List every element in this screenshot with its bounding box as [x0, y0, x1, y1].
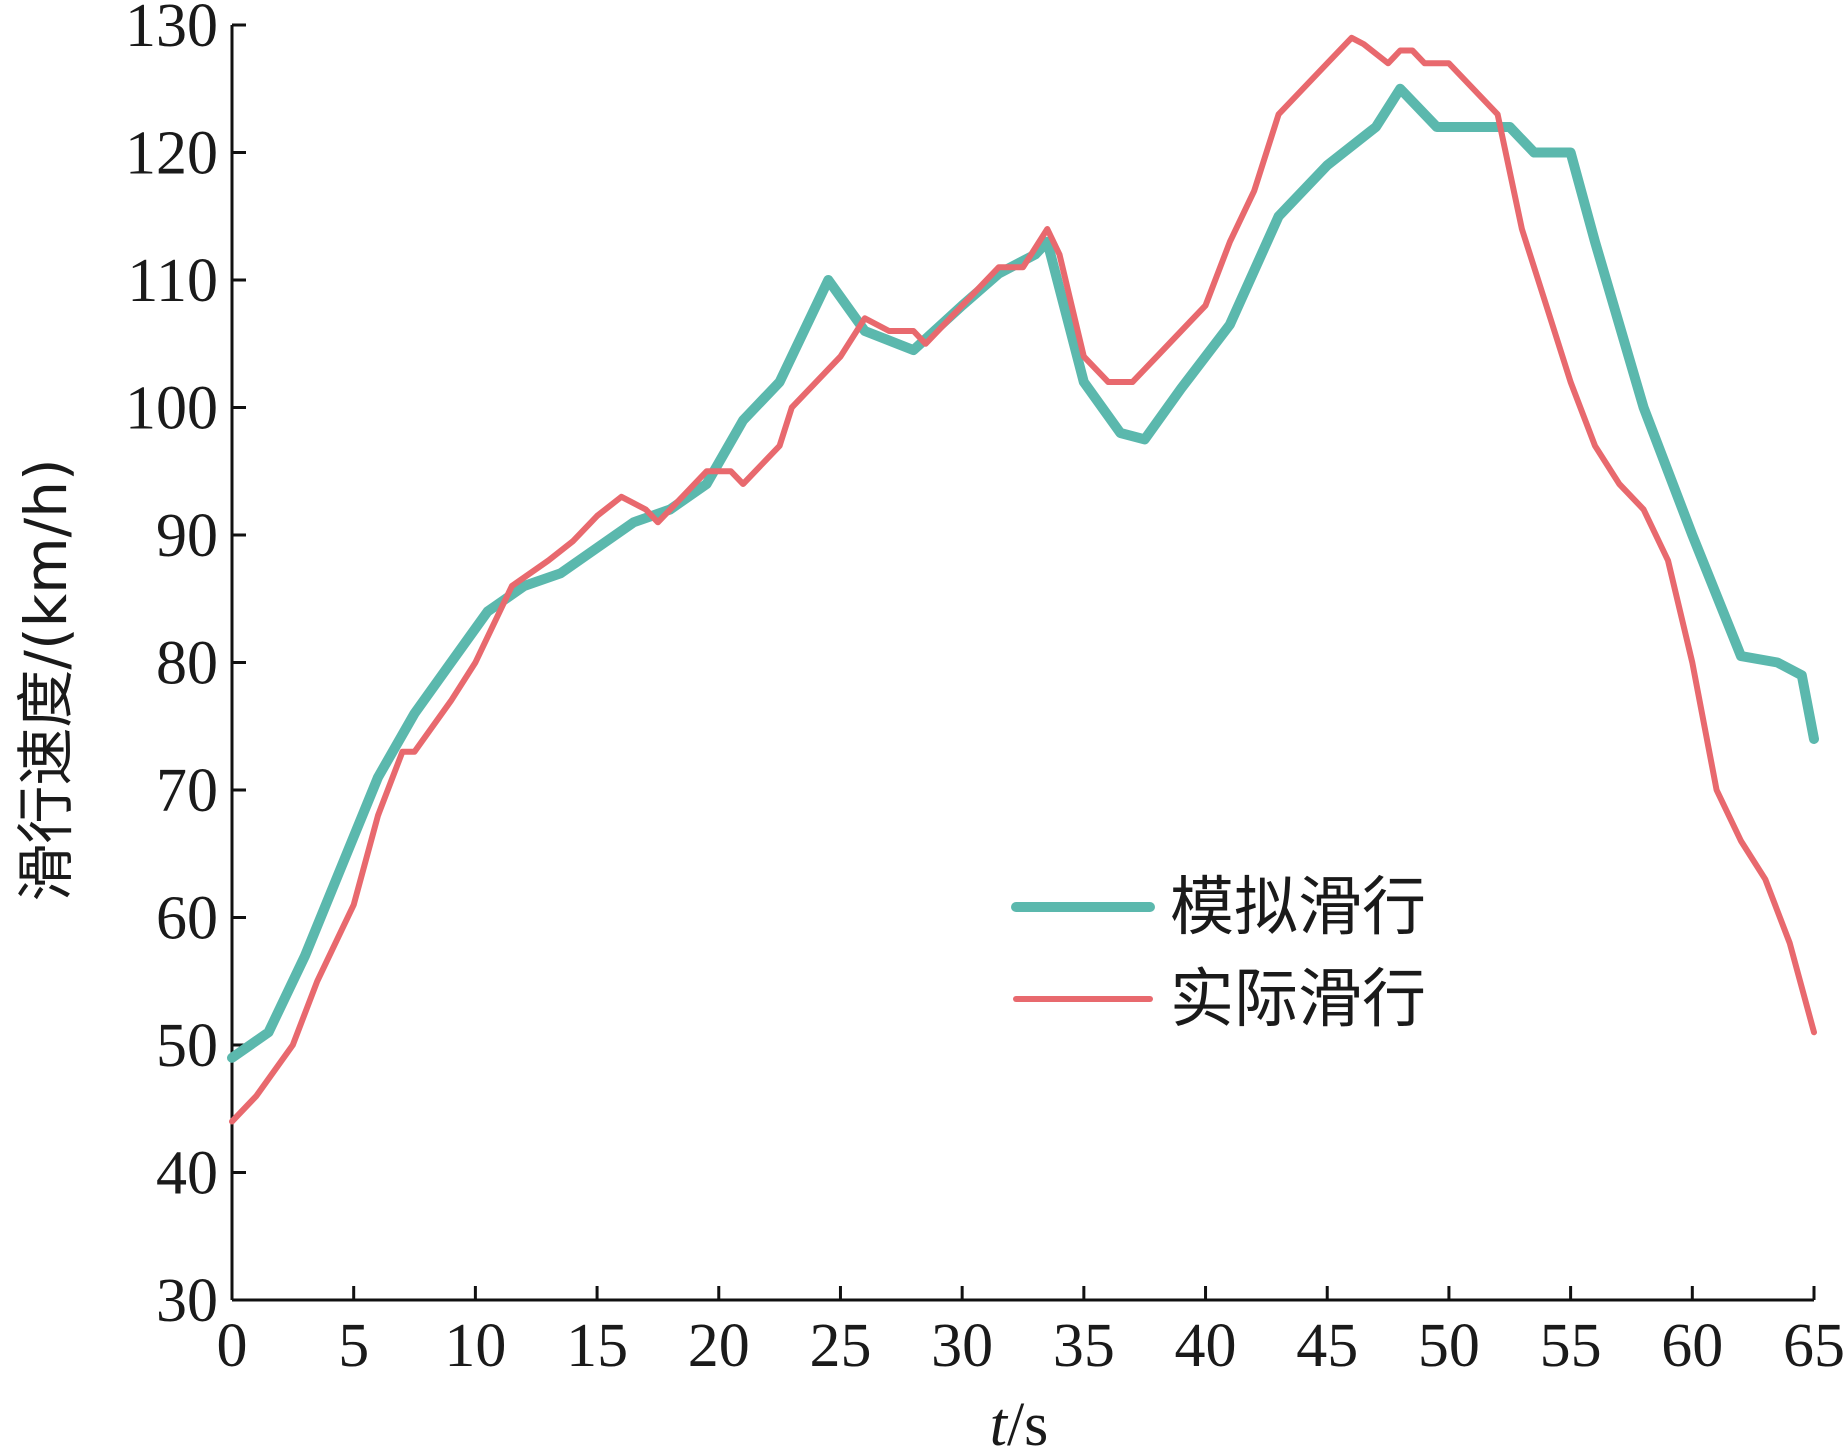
x-tick-label: 45: [1296, 1312, 1358, 1380]
y-axis-title: 滑行速度/(km/h): [12, 458, 80, 901]
y-tick-label: 40: [156, 1140, 218, 1208]
x-axis-title-unit: /s: [1007, 1391, 1048, 1455]
y-tick-label: 30: [156, 1267, 218, 1335]
x-tick-label: 15: [566, 1312, 628, 1380]
y-tick-label: 90: [156, 502, 218, 570]
x-ticks: 0 5 10 15 20 25 30 35 40 45 50 55 60 65: [217, 1286, 1844, 1380]
x-tick-label: 50: [1418, 1312, 1480, 1380]
x-tick-label: 65: [1783, 1312, 1844, 1380]
x-tick-label: 5: [338, 1312, 369, 1380]
x-tick-label: 20: [688, 1312, 750, 1380]
series-line-actual: [229, 34, 1817, 1125]
x-tick-label: 60: [1661, 1312, 1723, 1380]
x-axis-title-italic: t: [990, 1391, 1009, 1455]
y-tick-label: 100: [125, 375, 218, 443]
legend-label-simulated: 模拟滑行: [1170, 871, 1426, 945]
y-tick-label: 130: [125, 0, 218, 60]
y-tick-label: 60: [156, 885, 218, 953]
y-ticks: 30 40 50 60 70 80 90 100 110 120 130: [125, 0, 246, 1335]
x-tick-label: 35: [1053, 1312, 1115, 1380]
y-tick-label: 110: [127, 247, 218, 315]
y-tick-label: 120: [125, 120, 218, 188]
x-axis-title: t/s: [990, 1391, 1049, 1455]
series-line-simulated: [227, 83, 1819, 1063]
legend: 模拟滑行 实际滑行: [1011, 871, 1426, 1037]
x-tick-label: 10: [444, 1312, 506, 1380]
y-tick-label: 50: [156, 1012, 218, 1080]
x-tick-label: 0: [217, 1312, 248, 1380]
legend-label-actual: 实际滑行: [1170, 963, 1426, 1037]
y-tick-label: 70: [156, 757, 218, 825]
x-tick-label: 25: [809, 1312, 871, 1380]
series-layer: [227, 34, 1819, 1125]
y-tick-label: 80: [156, 630, 218, 698]
axes: 0 5 10 15 20 25 30 35 40 45 50 55 60 65 30 40 50 60 70 80 9…: [125, 0, 1844, 1380]
x-tick-label: 55: [1540, 1312, 1602, 1380]
x-tick-label: 40: [1175, 1312, 1237, 1380]
x-tick-label: 30: [931, 1312, 993, 1380]
